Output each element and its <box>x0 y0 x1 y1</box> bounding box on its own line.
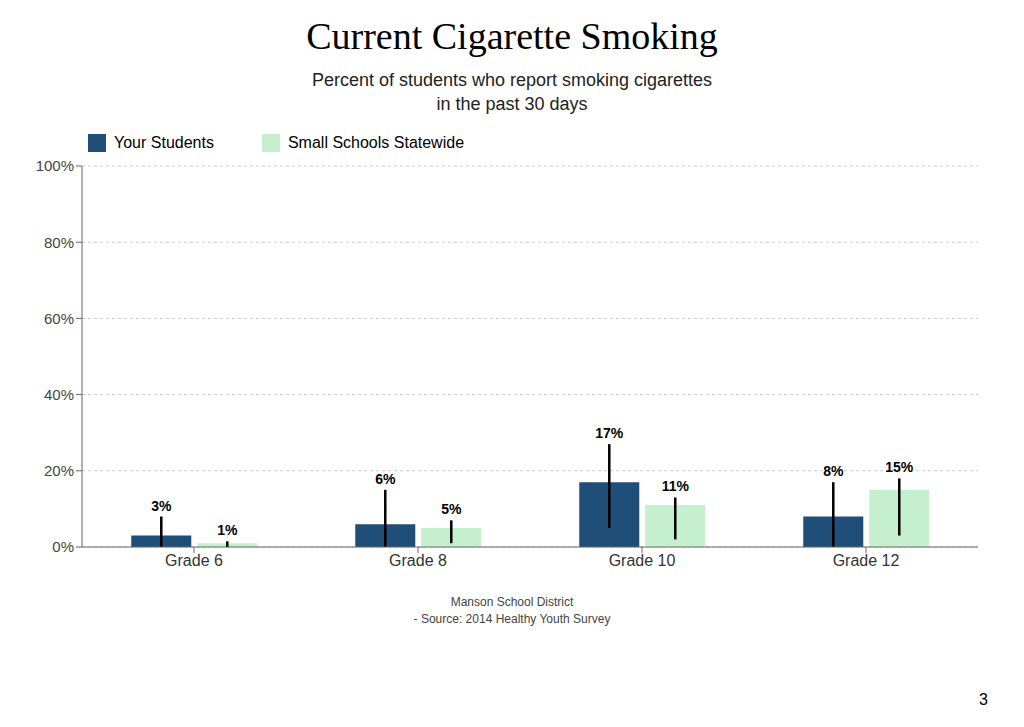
html-text:Your Students: Your Students <box>114 134 214 151</box>
svg-text:Grade 8: Grade 8 <box>389 552 447 569</box>
svg-text:80%: 80% <box>44 234 74 251</box>
svg-text:100%: 100% <box>36 157 74 174</box>
svg-text:Grade 10: Grade 10 <box>609 552 676 569</box>
svg-text:17%: 17% <box>595 425 624 441</box>
svg-text:11%: 11% <box>662 478 690 494</box>
svg-text:60%: 60% <box>44 310 74 327</box>
svg-text:Grade 6: Grade 6 <box>165 552 223 569</box>
html-text:Current Cigarette Smoking: Current Cigarette Smoking <box>306 15 718 57</box>
svg-text:1%: 1% <box>217 522 238 538</box>
svg-text:5%: 5% <box>441 501 462 517</box>
svg-text:20%: 20% <box>44 462 74 479</box>
svg-text:8%: 8% <box>823 463 844 479</box>
svg-text:15%: 15% <box>885 459 914 475</box>
svg-text:Grade 12: Grade 12 <box>833 552 900 569</box>
html-text:3: 3 <box>979 691 988 708</box>
svg-text:40%: 40% <box>44 386 74 403</box>
html-text:Manson School District - Sourc: Manson School District - Source: 2014 He… <box>413 595 611 626</box>
svg-text:3%: 3% <box>151 498 172 514</box>
html-text:Small Schools Statewide: Small Schools Statewide <box>287 134 464 151</box>
svg-text:6%: 6% <box>375 471 396 487</box>
html-text:Percent of students who report: Percent of students who report smoking c… <box>311 70 713 114</box>
svg-text:0%: 0% <box>52 538 74 555</box>
